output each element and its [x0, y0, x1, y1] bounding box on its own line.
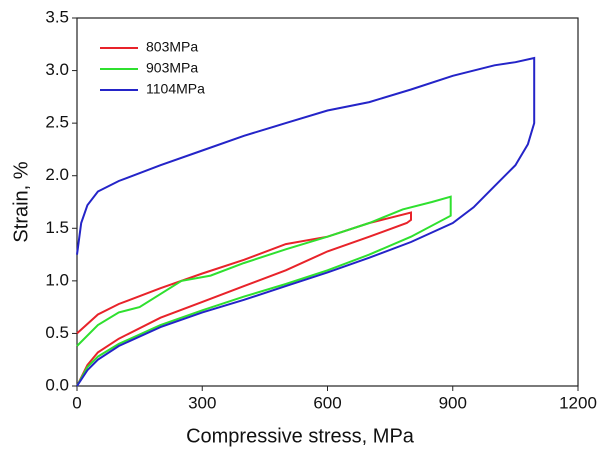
y-tick-label: 3.5: [45, 7, 69, 26]
data-line: [76, 195, 452, 387]
y-tick-label: 3.0: [45, 60, 69, 79]
y-tick-label: 1.5: [45, 218, 69, 237]
x-tick-label: 300: [188, 393, 216, 412]
x-axis-label: Compressive stress, MPa: [186, 425, 415, 447]
x-tick-label: 600: [313, 393, 341, 412]
y-tick-label: 0.0: [45, 375, 69, 394]
y-tick-label: 1.0: [45, 270, 69, 289]
data-line: [76, 56, 536, 387]
data-line: [76, 211, 412, 387]
y-tick-label: 2.5: [45, 113, 69, 132]
y-axis-label: Strain, %: [10, 161, 32, 242]
x-tick-label: 900: [439, 393, 467, 412]
legend-label: 803MPa: [146, 39, 198, 55]
legend-label: 903MPa: [146, 60, 198, 76]
x-tick-label: 1200: [559, 393, 597, 412]
y-tick-label: 0.5: [45, 323, 69, 342]
legend-label: 1104MPa: [146, 81, 205, 97]
y-tick-label: 2.0: [45, 165, 69, 184]
x-tick-label: 0: [72, 393, 81, 412]
